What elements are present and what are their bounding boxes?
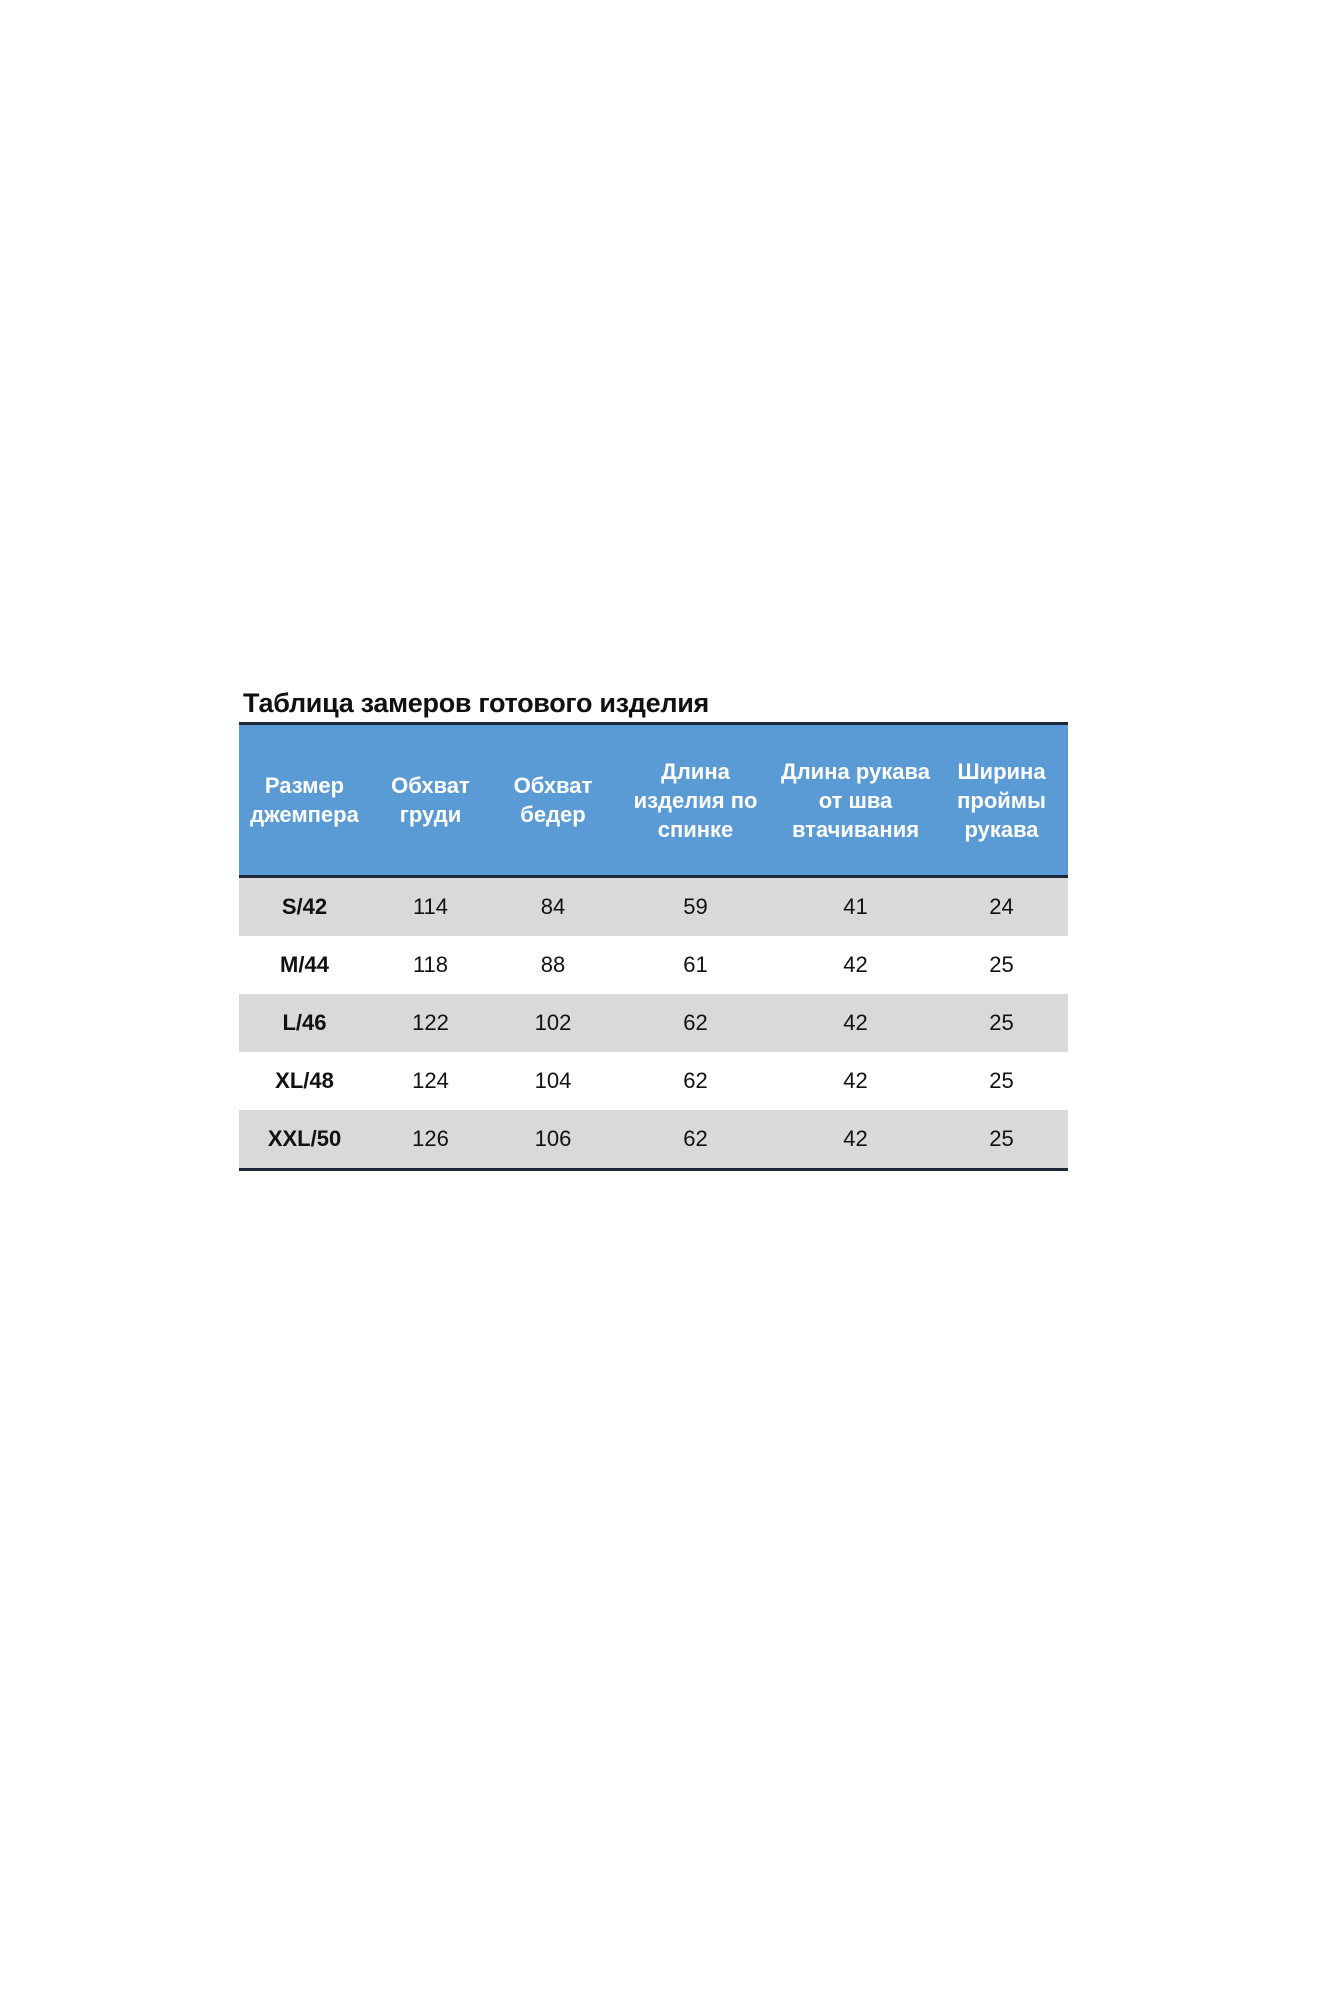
column-header: Размер джемпера	[239, 723, 370, 877]
value-cell: 88	[540, 952, 566, 977]
value-cell: 61	[683, 952, 708, 977]
size-cell: S/42	[239, 876, 370, 936]
value-cell: 118	[412, 952, 449, 977]
table-row: XXL/50 126 106 62 42 25	[239, 1110, 1068, 1170]
value-cell: 122	[370, 994, 491, 1052]
size-cell: XXL/50	[239, 1110, 370, 1170]
value-cell: 124	[412, 1068, 449, 1093]
value-cell: 62	[683, 1068, 708, 1093]
size-cell: M/44	[280, 952, 329, 977]
value-cell: 24	[935, 876, 1068, 936]
column-header: Обхват груди	[370, 723, 491, 877]
column-header: Длина изделия по спинке	[615, 723, 776, 877]
table-row: M/44 118 88 61 42 25	[239, 936, 1068, 994]
value-cell: 25	[989, 1068, 1014, 1093]
value-cell: 25	[935, 1110, 1068, 1170]
value-cell: 102	[491, 994, 615, 1052]
value-cell: 25	[935, 994, 1068, 1052]
value-cell: 104	[534, 1068, 572, 1093]
table-row: L/46 122 102 62 42 25	[239, 994, 1068, 1052]
value-cell: 59	[615, 876, 776, 936]
size-cell: XL/48	[275, 1068, 334, 1093]
size-table: Размер джемпера Обхват груди Обхват беде…	[239, 722, 1068, 1171]
table-row: XL/48 124 104 62 42 25	[239, 1052, 1068, 1110]
header-row: Размер джемпера Обхват груди Обхват беде…	[239, 723, 1068, 877]
value-cell: 42	[776, 994, 935, 1052]
value-cell: 62	[615, 994, 776, 1052]
value-cell: 42	[843, 952, 868, 977]
value-cell: 42	[843, 1068, 868, 1093]
value-cell: 84	[491, 876, 615, 936]
value-cell: 114	[370, 876, 491, 936]
value-cell: 62	[615, 1110, 776, 1170]
column-header: Обхват бедер	[491, 723, 615, 877]
value-cell: 126	[370, 1110, 491, 1170]
table-title: Таблица замеров готового изделия	[243, 688, 709, 718]
value-cell: 41	[776, 876, 935, 936]
value-cell: 42	[776, 1110, 935, 1170]
column-header: Длина рукава от шва втачивания	[776, 723, 935, 877]
value-cell: 106	[491, 1110, 615, 1170]
table-row: S/42 114 84 59 41 24	[239, 876, 1068, 936]
value-cell: 25	[989, 952, 1014, 977]
column-header: Ширина проймы рукава	[935, 723, 1068, 877]
size-cell: L/46	[239, 994, 370, 1052]
